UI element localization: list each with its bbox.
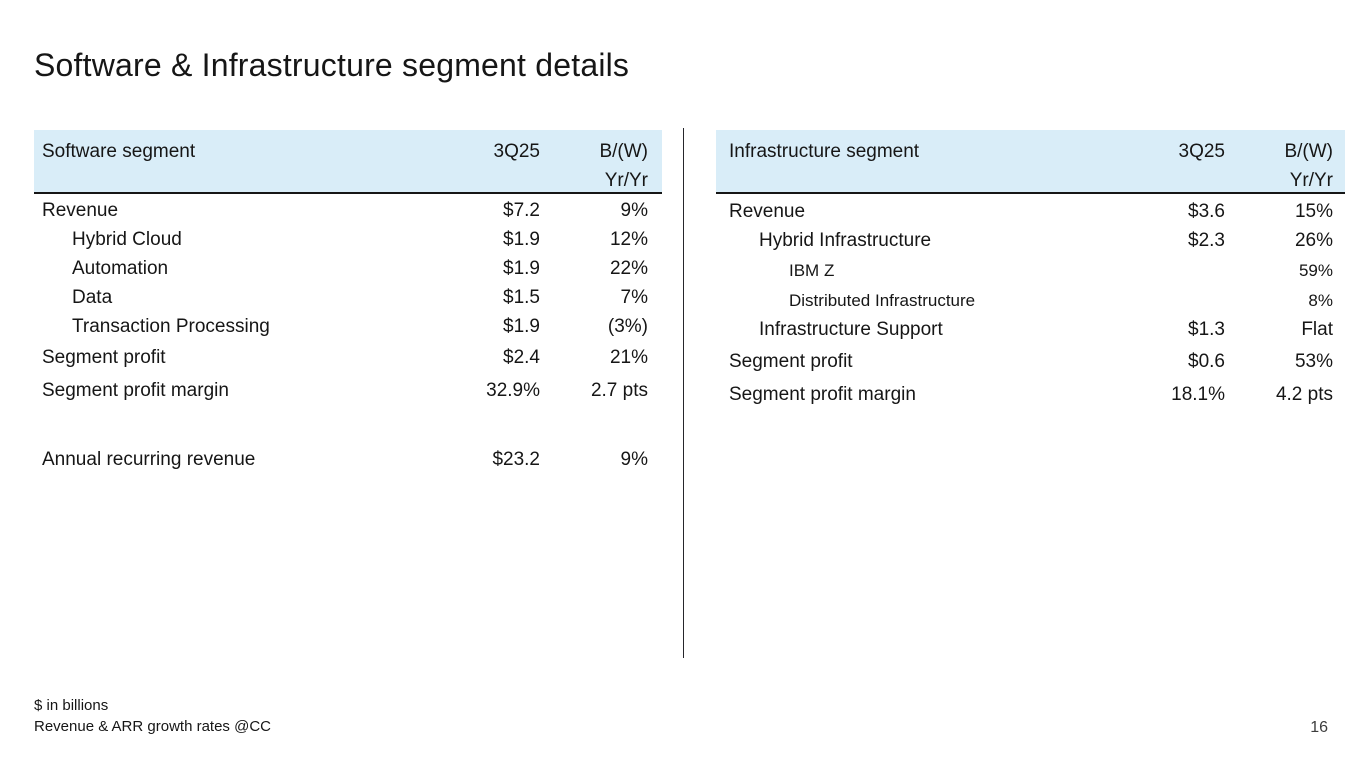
row-change: 9%	[620, 200, 648, 222]
row-label: Revenue	[729, 200, 806, 222]
row-change: 53%	[1294, 350, 1333, 372]
table-name: Infrastructure segment	[729, 141, 920, 162]
row-spacer	[34, 408, 662, 443]
footnotes: $ in billions Revenue & ARR growth rates…	[34, 695, 271, 737]
column-header-change-line1: B/(W)	[1284, 141, 1333, 162]
table-row: Segment profit $2.4 21%	[34, 341, 662, 375]
row-change: Flat	[1301, 319, 1333, 341]
row-label: Distributed Infrastructure	[789, 290, 976, 310]
row-change: 21%	[609, 346, 648, 368]
table-row: Revenue $7.2 9%	[34, 197, 662, 226]
row-label: Infrastructure Support	[759, 319, 943, 341]
row-value: $2.3	[1188, 230, 1225, 252]
footnote-scale: $ in billions	[34, 697, 109, 714]
row-label: Revenue	[42, 200, 119, 222]
row-label: Automation	[72, 257, 169, 279]
table-row: Infrastructure Support $1.3 Flat	[716, 315, 1345, 345]
row-change: 4.2 pts	[1275, 384, 1333, 406]
footnote-growth-basis: Revenue & ARR growth rates @CC	[34, 718, 271, 735]
row-change: 15%	[1294, 200, 1333, 222]
row-value: 18.1%	[1171, 384, 1225, 406]
table-row: Transaction Processing $1.9 (3%)	[34, 312, 662, 341]
column-header-change: B/(W) Yr/Yr	[540, 137, 662, 195]
page-title: Software & Infrastructure segment detail…	[34, 47, 630, 84]
row-value: $23.2	[492, 448, 540, 470]
column-header-period: 3Q25	[493, 141, 540, 162]
column-header-change-line2: Yr/Yr	[1289, 170, 1333, 191]
column-header-period: 3Q25	[1178, 141, 1225, 162]
infrastructure-table-header: Infrastructure segment 3Q25 B/(W) Yr/Yr	[716, 130, 1345, 194]
row-change: 2.7 pts	[590, 380, 648, 402]
row-change: 7%	[620, 286, 648, 308]
table-name: Software segment	[42, 141, 196, 162]
row-value: $1.9	[503, 229, 540, 251]
column-header-change: B/(W) Yr/Yr	[1225, 137, 1345, 195]
row-change: 26%	[1294, 230, 1333, 252]
table-row: Automation $1.9 22%	[34, 255, 662, 284]
page-number: 16	[1310, 719, 1328, 736]
row-label: Segment profit margin	[42, 380, 229, 402]
table-row: Hybrid Cloud $1.9 12%	[34, 226, 662, 255]
table-row: Hybrid Infrastructure $2.3 26%	[716, 227, 1345, 257]
row-value: $3.6	[1188, 200, 1225, 222]
software-segment-table: Software segment 3Q25 B/(W) Yr/Yr Revenu…	[34, 130, 662, 476]
row-value: $1.9	[503, 257, 540, 279]
row-value: $0.6	[1188, 350, 1225, 372]
row-label: Data	[72, 286, 113, 308]
row-value: $7.2	[503, 200, 540, 222]
row-change: 9%	[620, 448, 648, 470]
table-row: Segment profit margin 32.9% 2.7 pts	[34, 374, 662, 408]
row-value: $1.5	[503, 286, 540, 308]
row-label: Hybrid Cloud	[72, 229, 182, 251]
infrastructure-table-rows: Revenue $3.6 15% Hybrid Infrastructure $…	[716, 194, 1345, 412]
row-change: 22%	[609, 257, 648, 279]
row-label: IBM Z	[789, 260, 835, 280]
row-value: $2.4	[503, 346, 540, 368]
table-row: Annual recurring revenue $23.2 9%	[34, 443, 662, 477]
row-change: 59%	[1298, 260, 1333, 280]
table-row: Segment profit margin 18.1% 4.2 pts	[716, 378, 1345, 412]
row-change: 12%	[609, 229, 648, 251]
row-value: 32.9%	[486, 380, 540, 402]
row-label: Hybrid Infrastructure	[759, 230, 932, 252]
table-row: Revenue $3.6 15%	[716, 197, 1345, 227]
table-row: IBM Z 59%	[716, 256, 1345, 286]
table-row: Data $1.5 7%	[34, 283, 662, 312]
row-change: (3%)	[607, 315, 648, 337]
row-value: $1.9	[503, 315, 540, 337]
row-label: Segment profit margin	[729, 384, 916, 406]
infrastructure-segment-table: Infrastructure segment 3Q25 B/(W) Yr/Yr …	[716, 130, 1345, 412]
row-label: Segment profit	[42, 346, 166, 368]
software-table-rows: Revenue $7.2 9% Hybrid Cloud $1.9 12% Au…	[34, 194, 662, 476]
table-row: Segment profit $0.6 53%	[716, 345, 1345, 379]
column-header-change-line2: Yr/Yr	[604, 170, 648, 191]
row-label: Segment profit	[729, 350, 853, 372]
row-change: 8%	[1308, 290, 1333, 310]
software-table-header: Software segment 3Q25 B/(W) Yr/Yr	[34, 130, 662, 194]
column-header-change-line1: B/(W)	[599, 141, 648, 162]
row-label: Transaction Processing	[72, 315, 270, 337]
panel-divider	[683, 128, 684, 658]
table-row: Distributed Infrastructure 8%	[716, 286, 1345, 316]
row-label: Annual recurring revenue	[42, 448, 256, 470]
row-value: $1.3	[1188, 319, 1225, 341]
